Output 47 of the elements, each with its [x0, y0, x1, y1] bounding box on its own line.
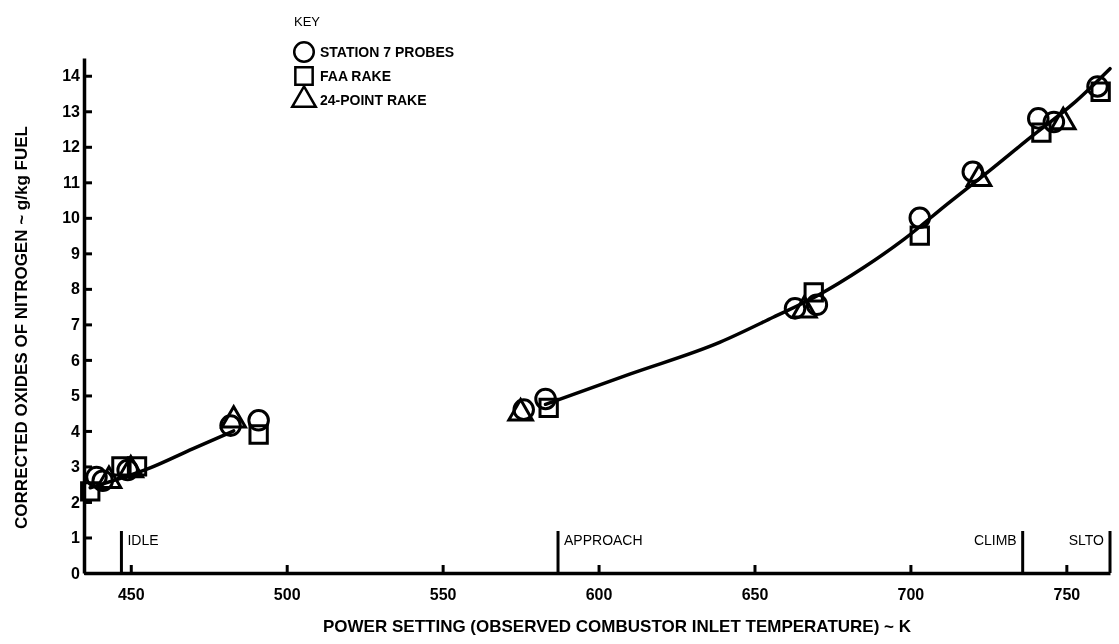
y-axis-title: CORRECTED OXIDES OF NITROGEN ~ g/kg FUEL	[12, 126, 31, 529]
point	[1027, 107, 1050, 130]
y-tick-label: 4	[71, 422, 81, 440]
ref-line-label: IDLE	[127, 532, 159, 548]
point	[1042, 110, 1066, 134]
point	[1086, 75, 1109, 98]
ref-line-label: APPROACH	[564, 532, 643, 548]
legend-title: KEY	[294, 14, 321, 29]
y-tick-label: 11	[63, 173, 81, 191]
y-tick-label: 0	[71, 564, 81, 582]
legend-label: FAA RAKE	[320, 68, 392, 84]
point	[247, 409, 270, 432]
ref-line-label: SLTO	[1068, 532, 1105, 548]
x-tick-label: 500	[273, 586, 301, 604]
point	[1090, 81, 1111, 102]
y-tick-label: 14	[62, 67, 81, 85]
y-tick-label: 13	[62, 102, 81, 120]
y-tick-label: 3	[71, 458, 81, 476]
point	[538, 397, 559, 419]
point	[85, 465, 108, 489]
point	[908, 206, 932, 230]
y-tick-label: 12	[62, 138, 81, 156]
legend-label: STATION 7 PROBES	[320, 44, 455, 60]
x-tick-label: 700	[897, 586, 925, 604]
point	[248, 424, 269, 445]
y-tick-label: 6	[71, 351, 81, 369]
x-tick-label: 450	[117, 586, 145, 604]
legend-label: 24-POINT RAKE	[320, 92, 427, 108]
y-tick-label: 5	[71, 387, 81, 405]
x-tick-label: 550	[429, 586, 457, 604]
y-tick-label: 9	[71, 244, 81, 262]
point	[803, 282, 824, 303]
point	[534, 387, 557, 411]
y-tick-label: 1	[71, 529, 81, 547]
point	[80, 481, 101, 502]
y-tick-label: 10	[62, 209, 81, 227]
x-tick-label: 750	[1053, 586, 1081, 604]
point	[805, 293, 829, 317]
point	[1031, 122, 1052, 143]
ref-line-label: CLIMB	[973, 532, 1017, 548]
y-tick-label: 8	[71, 280, 81, 298]
y-tick-label: 2	[71, 493, 81, 511]
x-axis-title: POWER SETTING (OBSERVED COMBUSTOR INLET TEMPERATURE) ~ K	[323, 617, 912, 636]
x-tick-label: 650	[741, 586, 769, 604]
x-tick-label: 600	[585, 586, 613, 604]
y-tick-label: 7	[71, 316, 81, 333]
point	[909, 225, 930, 246]
